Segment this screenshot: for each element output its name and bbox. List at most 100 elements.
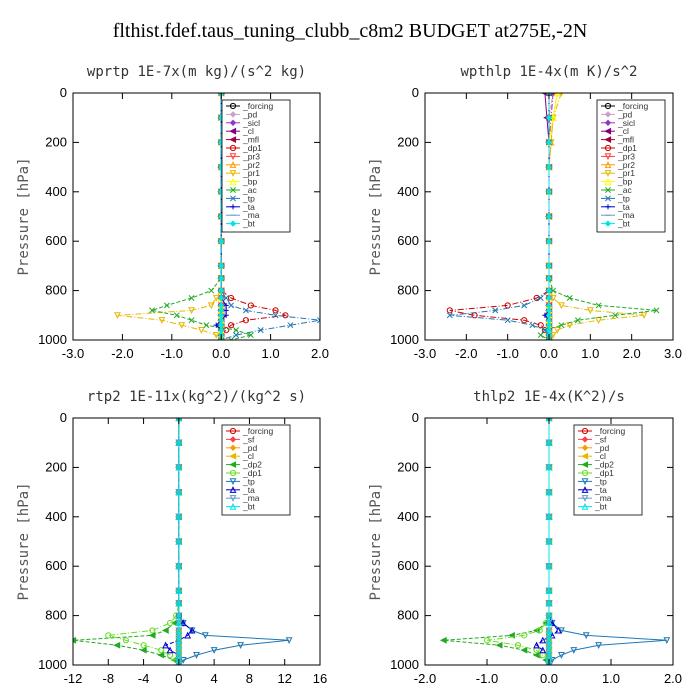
legend-marker bbox=[605, 187, 611, 193]
data-point bbox=[227, 322, 235, 329]
legend-marker bbox=[581, 427, 589, 435]
y-axis-label: Pressure [hPa] bbox=[16, 157, 32, 275]
data-point bbox=[184, 631, 192, 639]
data-point bbox=[188, 626, 196, 634]
figure-title: flthist.fdef.taus_tuning_clubb_c8m2 BUDG… bbox=[112, 20, 588, 42]
data-point bbox=[149, 307, 155, 314]
legend-marker bbox=[604, 144, 612, 152]
legend-label: _forcing bbox=[242, 426, 274, 436]
data-point bbox=[545, 488, 553, 496]
data-point bbox=[175, 619, 183, 627]
x-tick-label: 0.0 bbox=[212, 346, 230, 361]
data-point bbox=[574, 317, 581, 324]
data-point bbox=[439, 636, 447, 644]
x-tick-label: 2.0 bbox=[623, 346, 641, 361]
data-point bbox=[558, 322, 565, 329]
legend-label: _pr1 bbox=[617, 168, 635, 178]
data-point bbox=[208, 287, 215, 294]
y-tick-label: 400 bbox=[397, 184, 419, 199]
panel-title: wprtp 1E-7x(m kg)/(s^2 kg) bbox=[87, 64, 306, 80]
legend-marker bbox=[229, 478, 237, 486]
data-point bbox=[166, 619, 174, 627]
x-tick-label: -8 bbox=[103, 671, 115, 686]
legend-label: _sf bbox=[594, 434, 607, 444]
legend-label: _ta bbox=[242, 202, 255, 212]
data-point bbox=[533, 641, 541, 649]
data-point bbox=[545, 114, 553, 121]
legend-marker bbox=[230, 195, 236, 202]
data-point bbox=[218, 294, 225, 302]
data-point bbox=[161, 627, 169, 634]
y-tick-label: 1000 bbox=[390, 332, 419, 347]
y-tick-label: 1000 bbox=[38, 657, 67, 672]
legend-marker bbox=[604, 170, 612, 177]
data-point bbox=[539, 646, 547, 654]
y-tick-label: 600 bbox=[45, 233, 67, 248]
data-point bbox=[545, 188, 553, 195]
y-tick-label: 800 bbox=[397, 283, 419, 298]
data-point bbox=[175, 513, 183, 520]
legend-marker bbox=[604, 102, 612, 110]
legend-label: _pr2 bbox=[617, 160, 635, 170]
series-group bbox=[73, 418, 293, 665]
legend-label: _dp2 bbox=[242, 460, 262, 470]
data-point bbox=[207, 302, 215, 310]
y-tick-label: 200 bbox=[45, 134, 67, 149]
legend-marker bbox=[604, 127, 612, 135]
legend-label: _forcing bbox=[242, 101, 274, 111]
y-tick-label: 400 bbox=[45, 509, 67, 524]
data-point bbox=[213, 322, 219, 328]
data-point bbox=[566, 295, 573, 301]
data-point bbox=[218, 262, 225, 270]
legend-label: _mfl bbox=[242, 135, 259, 145]
legend-label: _pd bbox=[617, 109, 632, 119]
legend-label: _ac bbox=[242, 185, 257, 195]
x-tick-label: 0 bbox=[175, 671, 182, 686]
data-point bbox=[545, 238, 553, 245]
panel-title: thlp2 1E-4x(K^2)/s bbox=[473, 389, 625, 405]
y-tick-label: 400 bbox=[45, 184, 67, 199]
data-point bbox=[175, 438, 183, 446]
x-tick-label: -2.0 bbox=[111, 346, 133, 361]
legend-marker bbox=[229, 177, 237, 185]
y-tick-label: 0 bbox=[60, 85, 67, 100]
legend-marker bbox=[604, 153, 612, 161]
y-tick-label: 0 bbox=[412, 85, 419, 100]
series-group bbox=[439, 418, 671, 665]
data-point bbox=[242, 307, 249, 314]
legend-marker bbox=[230, 204, 236, 210]
data-point bbox=[223, 307, 229, 313]
series-line-tp bbox=[449, 93, 550, 340]
data-point bbox=[218, 337, 225, 340]
data-point bbox=[545, 587, 553, 594]
legend-label: _pr1 bbox=[242, 168, 260, 178]
data-point bbox=[203, 322, 210, 329]
data-point bbox=[554, 626, 562, 634]
panel-1: wprtp 1E-7x(m kg)/(s^2 kg) Pressure [hPa]… bbox=[16, 64, 329, 361]
data-point bbox=[545, 213, 553, 220]
data-point bbox=[175, 599, 183, 607]
data-point bbox=[545, 619, 553, 627]
legend-marker bbox=[229, 161, 237, 168]
legend-marker bbox=[581, 452, 589, 460]
data-point bbox=[282, 312, 289, 319]
legend-label: _sicl bbox=[242, 118, 260, 128]
data-point bbox=[228, 337, 235, 340]
data-point bbox=[595, 642, 603, 649]
data-point bbox=[175, 587, 183, 594]
data-point bbox=[537, 332, 544, 339]
legend-label: _cl bbox=[617, 126, 629, 136]
data-point bbox=[287, 322, 294, 329]
legend-marker bbox=[604, 161, 612, 168]
legend-marker bbox=[229, 436, 237, 443]
data-point bbox=[595, 302, 602, 309]
legend-label: _pd bbox=[242, 109, 257, 119]
x-tick-label: 8 bbox=[246, 671, 253, 686]
data-point bbox=[272, 307, 279, 314]
data-point bbox=[612, 312, 619, 319]
data-point bbox=[317, 317, 320, 324]
data-point bbox=[663, 637, 671, 645]
x-tick-label: -12 bbox=[64, 671, 83, 686]
legend-label: _tp bbox=[242, 476, 255, 486]
